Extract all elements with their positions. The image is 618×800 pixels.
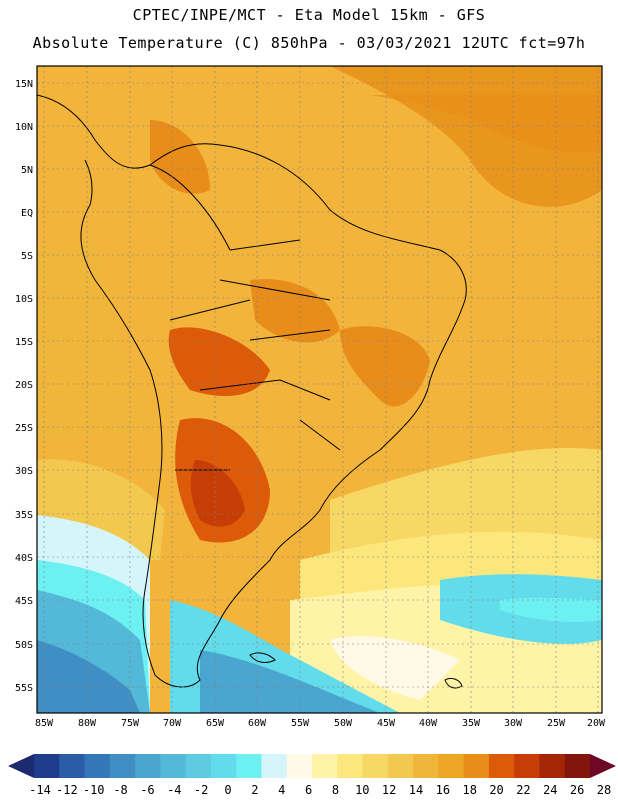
- lon-label-85w: 85W: [35, 718, 54, 729]
- colorbar-swatch: [286, 754, 313, 778]
- lat-label-5n: 5N: [21, 165, 33, 176]
- map-title-line1: CPTEC/INPE/MCT - Eta Model 15km - GFS: [132, 6, 486, 24]
- colorbar-swatch: [59, 754, 86, 778]
- colorbar-label: 4: [278, 783, 285, 797]
- lon-label-40w: 40W: [419, 718, 438, 729]
- lon-label-30w: 30W: [504, 718, 523, 729]
- colorbar-swatch: [488, 754, 515, 778]
- pacific-field: [37, 240, 160, 440]
- colorbar-swatch: [236, 754, 262, 778]
- colorbar-label: 6: [305, 783, 312, 797]
- lat-label-5s: 5S: [21, 251, 33, 262]
- colorbar-swatch: [109, 754, 136, 778]
- colorbar-swatch: [438, 754, 465, 778]
- falkland-islands: [249, 652, 276, 663]
- colorbar-label: -8: [113, 783, 127, 797]
- colorbar-swatch: [539, 754, 566, 778]
- lon-label-45w: 45W: [377, 718, 396, 729]
- colorbar: -14 -12 -10 -8 -6 -4 -2 0 2 4 6 8 10 12 14 16 18 20 22 24 26…: [8, 754, 616, 797]
- temperature-field: [37, 66, 602, 713]
- colorbar-label: 16: [436, 783, 450, 797]
- lon-label-80w: 80W: [78, 718, 97, 729]
- lat-label-55s: 55S: [15, 683, 33, 694]
- south-america-coast: [37, 94, 467, 688]
- colorbar-swatch: [337, 754, 364, 778]
- colorbar-swatch: [564, 754, 591, 778]
- hot-spot-brazil-east: [340, 326, 430, 407]
- colorbar-high-arrow: [590, 754, 616, 778]
- lon-label-25w: 25W: [547, 718, 566, 729]
- lat-label-10n: 10N: [15, 122, 33, 133]
- lon-label-70w: 70W: [163, 718, 182, 729]
- colorbar-label: 0: [224, 783, 231, 797]
- lon-label-20w: 20W: [587, 718, 606, 729]
- colorbar-swatch: [261, 754, 288, 778]
- colorbar-swatch: [210, 754, 237, 778]
- lat-label-35s: 35S: [15, 510, 33, 521]
- lat-label-eq: EQ: [21, 208, 33, 219]
- colorbar-label: 20: [489, 783, 503, 797]
- colorbar-label: -14: [29, 783, 51, 797]
- lon-label-55w: 55W: [291, 718, 310, 729]
- colorbar-swatch: [514, 754, 540, 778]
- colorbar-label: 24: [543, 783, 557, 797]
- colorbar-swatch: [84, 754, 111, 778]
- map-frame: [36, 65, 603, 714]
- lon-label-60w: 60W: [248, 718, 267, 729]
- colorbar-label: 26: [570, 783, 584, 797]
- colorbar-label: -10: [83, 783, 105, 797]
- colorbar-labels: -14 -12 -10 -8 -6 -4 -2 0 2 4 6 8 10 12 14 16 18 20 22 24 26…: [29, 783, 611, 797]
- colorbar-swatches: [34, 754, 591, 778]
- colorbar-label: 14: [409, 783, 423, 797]
- colorbar-label: -2: [194, 783, 208, 797]
- lat-label-25s: 25S: [15, 423, 33, 434]
- colorbar-swatch: [463, 754, 490, 778]
- colorbar-label: -12: [56, 783, 78, 797]
- lon-label-50w: 50W: [334, 718, 353, 729]
- colorbar-swatch: [387, 754, 414, 778]
- colorbar-swatch: [135, 754, 161, 778]
- colorbar-label: 12: [382, 783, 396, 797]
- lat-label-30s: 30S: [15, 466, 33, 477]
- colorbar-label: 8: [332, 783, 339, 797]
- lat-label-15n: 15N: [15, 79, 33, 90]
- colorbar-swatch: [185, 754, 212, 778]
- colorbar-swatch: [312, 754, 338, 778]
- colorbar-label: 22: [516, 783, 530, 797]
- colorbar-label: 28: [597, 783, 611, 797]
- lat-label-40s: 40S: [15, 553, 33, 564]
- south-georgia: [444, 677, 463, 689]
- lat-label-15s: 15S: [15, 337, 33, 348]
- lon-label-65w: 65W: [206, 718, 225, 729]
- lat-label-45s: 45S: [15, 596, 33, 607]
- lat-label-20s: 20S: [15, 380, 33, 391]
- latitude-labels: 15N 10N 5N EQ 5S 10S 15S 20S 25S 30S 35S…: [15, 79, 33, 694]
- lat-label-10s: 10S: [15, 294, 33, 305]
- hot-spot-gran-chaco: [168, 327, 270, 396]
- lat-label-50s: 50S: [15, 640, 33, 651]
- colorbar-label: 18: [462, 783, 476, 797]
- map-title-line2: Absolute Temperature (C) 850hPa - 03/03/…: [32, 34, 586, 52]
- colorbar-label: -4: [167, 783, 181, 797]
- colorbar-label: -6: [140, 783, 154, 797]
- graticule: [37, 66, 602, 713]
- longitude-labels: 85W 80W 75W 70W 65W 60W 55W 50W 45W 40W …: [35, 718, 606, 729]
- colorbar-swatch: [160, 754, 187, 778]
- lon-label-75w: 75W: [121, 718, 140, 729]
- colorbar-label: 10: [355, 783, 369, 797]
- colorbar-swatch: [362, 754, 389, 778]
- colorbar-swatch: [34, 754, 60, 778]
- colorbar-label: 2: [251, 783, 258, 797]
- lon-label-35w: 35W: [462, 718, 481, 729]
- colorbar-swatch: [413, 754, 439, 778]
- colorbar-low-arrow: [8, 754, 34, 778]
